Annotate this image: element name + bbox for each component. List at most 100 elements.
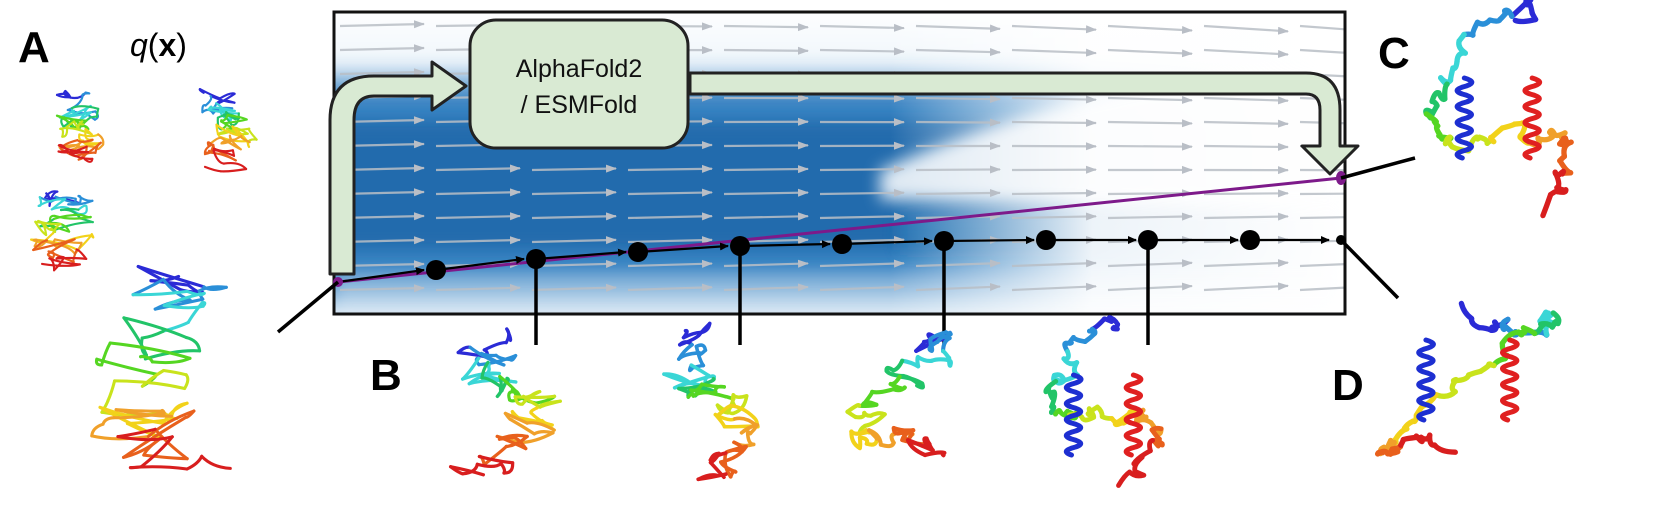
chain-segment: [198, 88, 221, 100]
flow-arrow-icon: [1011, 24, 1097, 34]
flow-arrow-icon: [915, 95, 1001, 104]
flow-arrow-icon: [1203, 119, 1289, 128]
helix-segment: [1063, 372, 1084, 458]
flow-arrow-icon: [723, 212, 809, 221]
chain-segment: [32, 239, 48, 252]
flow-arrow-icon: [1203, 48, 1289, 58]
helix-segment: [1500, 337, 1520, 423]
chain-segment: [1540, 191, 1554, 219]
flow-arrow-icon: [915, 188, 1001, 197]
trajectory-step: [739, 240, 831, 249]
chain-segment: [59, 126, 93, 136]
protein-structure-icon: [30, 190, 95, 272]
flow-arrow-icon: [627, 212, 713, 221]
chain-segment: [1458, 300, 1475, 322]
flow-arrow-icon: [1203, 24, 1289, 35]
model-box-line2: / ESMFold: [521, 91, 638, 119]
chain-segment: [480, 376, 503, 389]
chain-segment: [89, 115, 98, 119]
chain-segment: [197, 285, 228, 293]
chain-segment: [186, 301, 204, 324]
protein-structure-icon: [90, 264, 232, 471]
chain-segment: [113, 379, 187, 391]
flow-arrow-icon: [1011, 95, 1097, 104]
chain-segment: [106, 379, 117, 403]
trajectory-point: [832, 234, 852, 254]
chain-segment: [209, 94, 236, 104]
flow-arrow-icon: [435, 164, 521, 173]
flow-arrow-icon: [723, 283, 809, 292]
flow-arrow-icon: [531, 212, 617, 221]
chain-segment: [1116, 469, 1132, 488]
flow-arrow-icon: [1203, 212, 1289, 221]
flow-arrow-icon: [915, 165, 1001, 174]
flow-arrow-icon: [339, 20, 425, 29]
chain-segment: [183, 373, 190, 391]
chain-segment: [90, 422, 105, 438]
chain-segment: [504, 327, 511, 345]
flow-arrow-icon: [531, 188, 617, 197]
chain-segment: [220, 135, 243, 145]
chain-segment: [915, 355, 934, 363]
chain-segment: [59, 127, 65, 138]
trajectory-point: [1240, 230, 1260, 250]
chain-segment: [90, 434, 150, 441]
trajectory-step: [535, 248, 627, 261]
flow-arrow-icon: [1299, 286, 1345, 292]
chain-segment: [689, 363, 711, 378]
chain-segment: [140, 368, 166, 388]
distribution-arg: x: [158, 27, 176, 63]
flow-arrow-icon: [1011, 118, 1097, 127]
chain-segment: [845, 403, 862, 414]
chain-segment: [1431, 442, 1458, 455]
chain-segment: [495, 434, 528, 451]
chain-segment: [897, 374, 925, 386]
trajectory-point: [628, 242, 648, 262]
flow-arrow-icon: [627, 164, 713, 173]
chain-segment: [201, 104, 207, 114]
chain-segment: [83, 157, 94, 163]
flow-arrow-icon: [1203, 189, 1289, 198]
protein-structure-icon: [1043, 315, 1165, 488]
flow-arrow-icon: [915, 48, 1001, 57]
flow-arrow-icon: [627, 283, 713, 292]
flow-arrow-icon: [627, 236, 713, 245]
chain-segment: [184, 335, 202, 353]
chain-segment: [69, 152, 94, 160]
panel-label-a: A: [18, 23, 50, 72]
flow-arrow-icon: [435, 284, 521, 293]
chain-segment: [108, 341, 192, 360]
chain-segment: [59, 208, 82, 220]
helix-segment: [1454, 75, 1475, 161]
chain-segment: [731, 393, 749, 399]
chain-segment: [150, 356, 192, 365]
protein-structure-icon: [1423, 0, 1574, 219]
flow-arrow-icon: [723, 141, 809, 150]
chain-segment: [139, 435, 174, 469]
chain-segment: [204, 94, 213, 107]
chain-segment: [121, 415, 188, 459]
model-box-line1: AlphaFold2: [516, 55, 642, 83]
flow-arrow-icon: [1107, 259, 1193, 268]
flow-arrow-icon: [1107, 189, 1193, 198]
trajectory-step: [943, 236, 1035, 245]
chain-segment: [131, 289, 189, 297]
snapshot-stems: [534, 240, 1150, 345]
chain-segment: [153, 427, 189, 461]
chain-segment: [170, 401, 189, 418]
protein-structure-icon: [662, 321, 760, 482]
chain-segment: [525, 421, 556, 432]
chain-segment: [114, 408, 163, 413]
chain-segment: [203, 165, 222, 173]
chain-segment: [513, 394, 557, 400]
direct-path-line: [337, 176, 1342, 284]
trajectory-point: [426, 260, 446, 280]
chain-segment: [219, 167, 248, 173]
connector-lines: [276, 156, 1416, 334]
chain-segment: [55, 114, 88, 122]
chain-segment: [46, 252, 54, 259]
chain-segment: [448, 465, 486, 477]
chain-segment: [508, 417, 536, 436]
flow-arrow-icon: [1011, 48, 1097, 57]
model-arrow: [328, 60, 468, 276]
